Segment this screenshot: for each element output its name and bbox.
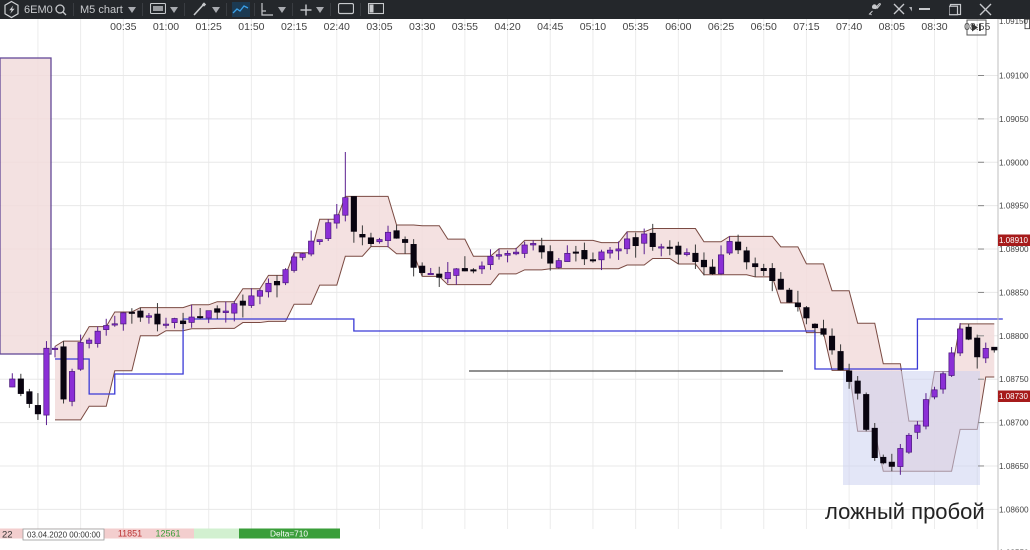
svg-text:1.08700: 1.08700 <box>999 419 1029 428</box>
svg-text:1.08650: 1.08650 <box>999 462 1029 471</box>
svg-text:1.08850: 1.08850 <box>999 288 1029 297</box>
svg-text:02:40: 02:40 <box>324 21 350 33</box>
svg-text:01:25: 01:25 <box>196 21 222 33</box>
svg-text:1.08950: 1.08950 <box>999 202 1029 211</box>
svg-text:07:15: 07:15 <box>793 21 819 33</box>
svg-text:08:30: 08:30 <box>921 21 947 33</box>
svg-text:08:55: 08:55 <box>964 21 990 33</box>
svg-text:03:05: 03:05 <box>366 21 392 33</box>
svg-text:1.08800: 1.08800 <box>999 332 1029 341</box>
svg-text:1.08900: 1.08900 <box>999 245 1029 254</box>
svg-text:11851: 11851 <box>118 528 142 538</box>
svg-text:05:35: 05:35 <box>623 21 649 33</box>
svg-text:04:45: 04:45 <box>537 21 563 33</box>
svg-text:03.04.2020 00:00:00: 03.04.2020 00:00:00 <box>27 531 101 540</box>
svg-text:06:25: 06:25 <box>708 21 734 33</box>
svg-text:1.08730: 1.08730 <box>999 392 1028 401</box>
svg-text:04:20: 04:20 <box>494 21 520 33</box>
svg-text:06:00: 06:00 <box>665 21 691 33</box>
svg-text:02:15: 02:15 <box>281 21 307 33</box>
svg-text:Delta=710: Delta=710 <box>270 528 308 538</box>
svg-text:ложный пробой: ложный пробой <box>825 499 985 524</box>
svg-text:1.08750: 1.08750 <box>999 375 1029 384</box>
svg-text:12561: 12561 <box>155 528 180 538</box>
svg-text:22: 22 <box>2 530 13 541</box>
svg-text:01:50: 01:50 <box>238 21 264 33</box>
svg-text:1.09150: 1.09150 <box>999 19 1028 26</box>
svg-text:1.09000: 1.09000 <box>999 158 1029 167</box>
svg-text:1.09050: 1.09050 <box>999 115 1029 124</box>
svg-text:1.08600: 1.08600 <box>999 505 1029 514</box>
svg-text:01:00: 01:00 <box>153 21 179 33</box>
svg-text:1.09100: 1.09100 <box>999 72 1029 81</box>
svg-text:06:50: 06:50 <box>751 21 777 33</box>
svg-text:03:55: 03:55 <box>452 21 478 33</box>
svg-text:03:30: 03:30 <box>409 21 435 33</box>
svg-text:00:35: 00:35 <box>110 21 136 33</box>
svg-text:05:10: 05:10 <box>580 21 606 33</box>
svg-text:08:05: 08:05 <box>879 21 905 33</box>
svg-text:1.08910: 1.08910 <box>999 236 1028 245</box>
svg-text:07:40: 07:40 <box>836 21 862 33</box>
